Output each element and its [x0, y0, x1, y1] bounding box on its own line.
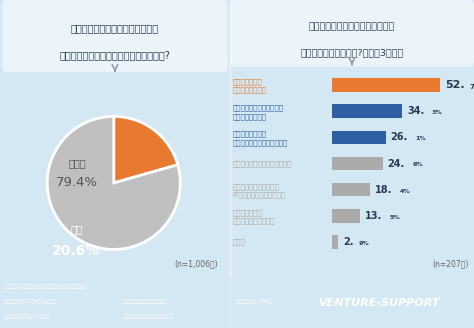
Text: 独立する人が多いため: 独立する人が多いため [232, 217, 275, 224]
Text: 18.: 18. [375, 185, 392, 195]
Text: 9%: 9% [359, 241, 369, 246]
Text: 《調査概要:「コロナ禍での起業・独立」について実態調査》: 《調査概要:「コロナ禍での起業・独立」について実態調査》 [5, 284, 87, 289]
Text: ピンチはチャンスだと思うため: ピンチはチャンスだと思うため [232, 160, 292, 167]
Text: 入れ代わりが多いと思うため: 入れ代わりが多いと思うため [232, 139, 288, 146]
Bar [332, 104, 402, 118]
Text: 1%: 1% [415, 136, 426, 141]
Bar [332, 209, 360, 223]
Text: 13.: 13. [365, 211, 382, 221]
Text: 4%: 4% [400, 189, 410, 194]
Text: 不安を感じたため: 不安を感じたため [232, 87, 266, 93]
Text: 3%: 3% [432, 110, 443, 115]
Text: IT化が推奨されているため: IT化が推奨されているため [232, 191, 285, 198]
Text: (n=207人): (n=207人) [433, 260, 469, 269]
Text: 20.6%: 20.6% [51, 244, 100, 258]
Wedge shape [114, 116, 178, 183]
Text: ・調査日：2022年8月1日（月）: ・調査日：2022年8月1日（月） [5, 299, 57, 304]
Text: 52.: 52. [445, 80, 465, 90]
Text: 現在の働き方に: 現在の働き方に [232, 78, 262, 85]
Text: 79.4%: 79.4% [56, 176, 98, 190]
Bar [332, 131, 386, 144]
Text: 勤務している会社の存続に: 勤務している会社の存続に [232, 105, 283, 111]
Bar [332, 78, 440, 92]
Text: 34.: 34. [407, 106, 425, 116]
Text: 新旧のビジネスの: 新旧のビジネスの [232, 131, 266, 137]
Text: 危機感があるため: 危機感があるため [232, 113, 266, 119]
Text: 政府からオンライン化や: 政府からオンライン化や [232, 183, 279, 190]
Text: 新型コロナ感染拡大を機に起業や: 新型コロナ感染拡大を機に起業や [71, 24, 159, 33]
Text: (n=1,006人): (n=1,006人) [175, 260, 219, 269]
Text: その他: その他 [232, 238, 245, 245]
Text: ・調査人数：1,006人: ・調査人数：1,006人 [237, 299, 273, 304]
Text: そう思うようになった理由として: そう思うようになった理由として [309, 22, 395, 31]
Text: 5%: 5% [390, 215, 400, 220]
Text: はい: はい [71, 224, 83, 235]
FancyBboxPatch shape [230, 0, 474, 67]
FancyBboxPatch shape [2, 0, 228, 72]
Text: 26.: 26. [391, 133, 408, 142]
Bar [332, 157, 383, 170]
Text: 近いものはどれですか?（上位3つ迄）: 近いものはどれですか?（上位3つ迄） [301, 48, 403, 57]
Bar [332, 183, 370, 196]
Text: ・調査方法：インターネット調査: ・調査方法：インターネット調査 [123, 299, 168, 304]
Text: 24.: 24. [388, 158, 405, 169]
Text: まわりに起業や: まわりに起業や [232, 209, 262, 216]
Bar [332, 235, 338, 249]
Text: VENTURE-SUPPORT: VENTURE-SUPPORT [319, 297, 440, 308]
Text: 2.: 2. [343, 237, 354, 247]
Text: 6%: 6% [412, 162, 423, 167]
Text: ・調査対象：20代〜50代男女: ・調査対象：20代〜50代男女 [5, 314, 51, 319]
Text: 7%: 7% [470, 84, 474, 90]
Text: 独立をしたいと思ったことはありますか?: 独立をしたいと思ったことはありますか? [60, 50, 170, 60]
Text: ・モニター提供元：ゼネラルリサーチ: ・モニター提供元：ゼネラルリサーチ [123, 314, 174, 319]
Wedge shape [47, 116, 180, 249]
Text: いいえ: いいえ [68, 158, 86, 168]
